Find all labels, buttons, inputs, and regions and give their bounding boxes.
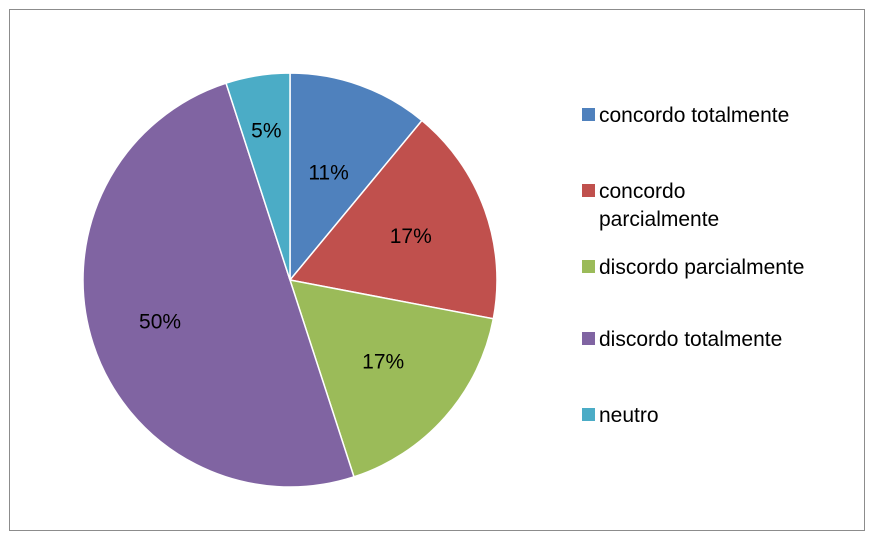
slice-data-label: 11% — [308, 161, 348, 184]
legend-label: concordo parcialmente — [599, 180, 720, 231]
legend-item-discordo-totalmente: discordo totalmente — [582, 326, 869, 354]
pie-slice — [288, 119, 498, 320]
legend-label: neutro — [599, 404, 659, 427]
legend-label: discordo totalmente — [599, 328, 783, 351]
legend-item-discordo-parcialmente: discordo parcialmente — [582, 254, 869, 282]
slice-data-label: 5% — [251, 119, 281, 142]
legend-swatch — [582, 408, 595, 421]
legend-item-neutro: neutro — [582, 402, 869, 430]
chart-legend: concordo totalmente concordo parcialment… — [582, 0, 872, 542]
legend-swatch — [582, 332, 595, 345]
slice-data-label: 17% — [362, 351, 404, 374]
pie-slice — [82, 82, 355, 488]
legend-item-concordo-parcialmente: concordo parcialmente — [582, 178, 734, 234]
legend-label: concordo totalmente — [599, 104, 790, 127]
legend-swatch — [582, 184, 595, 197]
pie-slice — [288, 279, 495, 478]
legend-item-concordo-totalmente: concordo totalmente — [582, 102, 869, 130]
pie-slice — [289, 72, 424, 283]
slice-data-label: 17% — [390, 225, 432, 248]
slice-data-label: 50% — [139, 311, 181, 334]
legend-swatch — [582, 108, 595, 121]
legend-label: discordo parcialmente — [599, 256, 805, 279]
legend-swatch — [582, 260, 595, 273]
pie-slice — [225, 72, 291, 281]
